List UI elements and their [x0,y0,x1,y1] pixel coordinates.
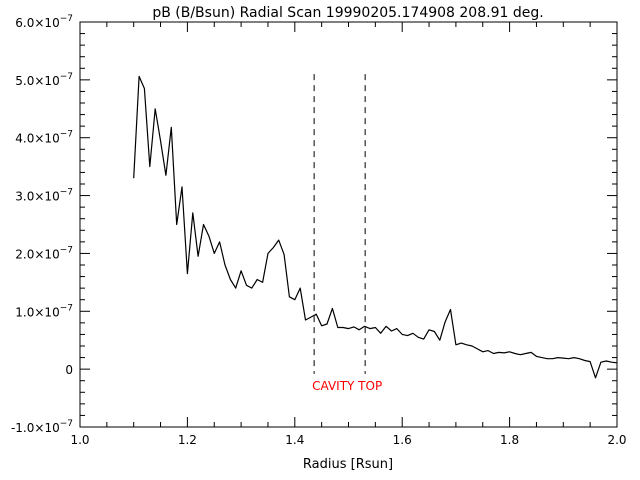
y-tick-label: 0 [65,363,73,377]
y-tick-label: -1.0×10−7 [11,419,73,435]
x-axis-label: Radius [Rsun] [303,457,393,472]
y-tick-label: 3.0×10−7 [15,188,73,204]
y-tick-label: 4.0×10−7 [15,130,73,146]
y-axis-ticks: -1.0×10−7 0 1.0×10−7 2.0×10−7 3.0×10−7 4.0×10… [11,14,617,435]
y-tick-label: 1.0×10−7 [15,303,73,319]
x-tick-label: 1.6 [393,433,412,447]
chart-title: pB (B/Bsun) Radial Scan 19990205.174908 … [152,5,543,21]
y-tick-label: 6.0×10−7 [15,14,73,30]
x-tick-label: 1.4 [285,433,304,447]
plot-frame [79,21,618,428]
series-group [133,75,618,379]
x-tick-label: 1.0 [70,433,89,447]
y-tick-label: 5.0×10−7 [15,72,73,88]
x-axis-ticks: 1.0 1.2 1.4 1.6 1.8 2.0 [70,22,627,447]
x-tick-label: 1.2 [178,433,197,447]
x-tick-label: 2.0 [607,433,626,447]
series-line [133,75,618,379]
cavity-top-annotation: CAVITY TOP [312,379,382,393]
y-tick-label: 2.0×10−7 [15,245,73,261]
vertical-markers [313,74,366,374]
x-tick-label: 1.8 [500,433,519,447]
